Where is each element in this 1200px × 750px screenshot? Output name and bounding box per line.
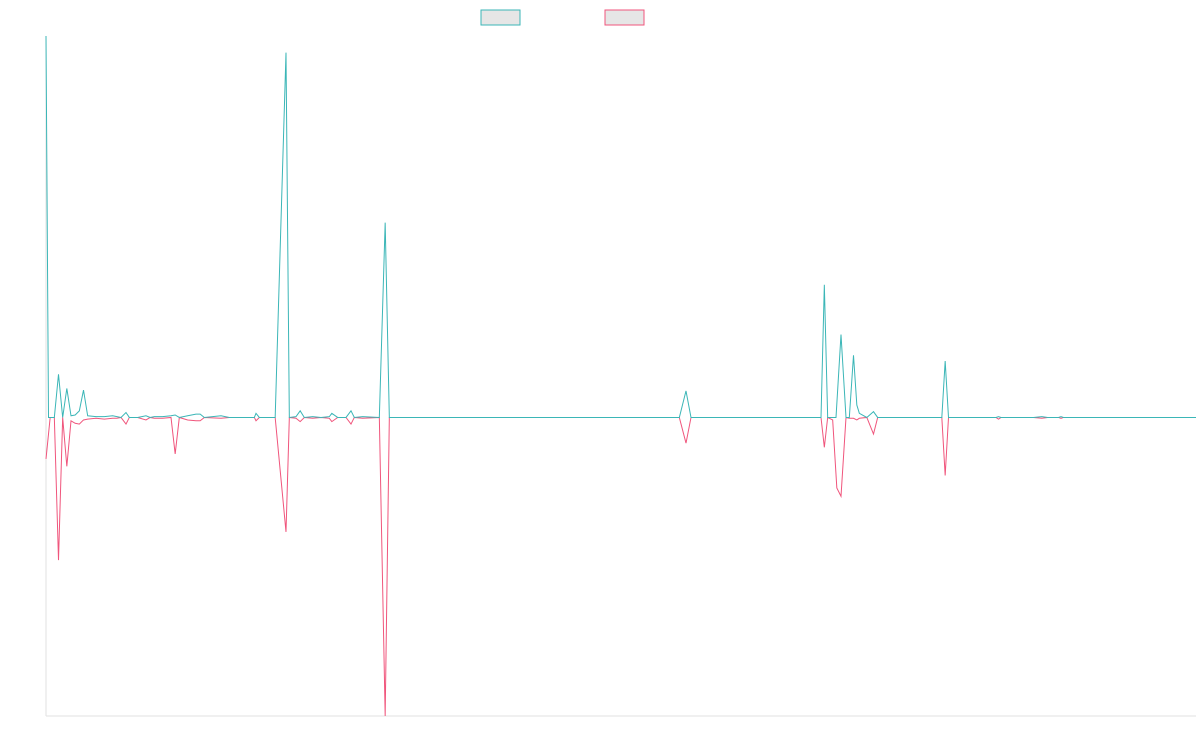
series-line-1 bbox=[45, 35, 1196, 419]
series-group bbox=[45, 35, 1196, 717]
legend-swatch-series-1[interactable] bbox=[480, 9, 521, 26]
series-line-2 bbox=[45, 416, 1196, 717]
axes bbox=[45, 36, 1196, 717]
legend bbox=[480, 9, 645, 26]
legend-swatch-series-2[interactable] bbox=[604, 9, 645, 26]
